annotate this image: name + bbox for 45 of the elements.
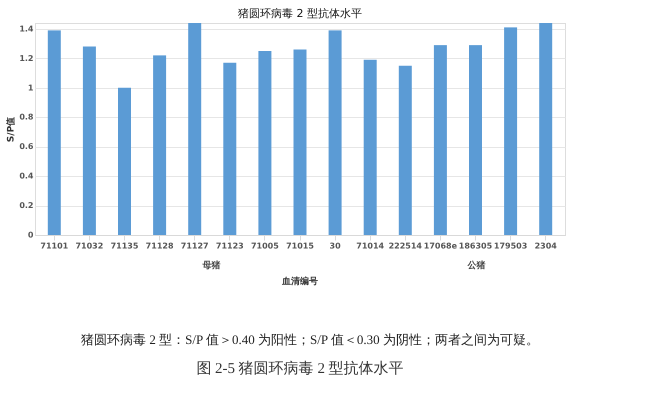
x-tick-label: 179503 bbox=[494, 242, 528, 250]
x-tick-label: 71032 bbox=[75, 242, 104, 250]
y-tick-label: 0.4 bbox=[19, 172, 34, 181]
x-tick-label: 71015 bbox=[286, 242, 314, 250]
x-tick-label: 30 bbox=[330, 242, 342, 250]
x-tick-label: 71014 bbox=[356, 242, 385, 250]
x-tick-label: 71101 bbox=[40, 242, 69, 250]
y-tick-label: 0.2 bbox=[19, 201, 34, 210]
x-tick-label: 71128 bbox=[146, 242, 174, 250]
bar bbox=[294, 50, 306, 235]
y-axis-title: S/P值 bbox=[5, 116, 16, 142]
bar bbox=[539, 23, 552, 235]
bar bbox=[434, 45, 447, 235]
text: 公猪 bbox=[466, 260, 486, 271]
bar bbox=[118, 88, 132, 235]
text: 猪圆环病毒 2 型：S/P 值＞0.40 为阳性；S/P 值＜0.30 为阴性；两者之间为可疑。 bbox=[81, 332, 539, 347]
x-tick-label: 2304 bbox=[534, 242, 558, 250]
bar bbox=[468, 45, 482, 235]
x-tick-label: 71005 bbox=[250, 242, 280, 250]
bar bbox=[364, 60, 377, 235]
text: 母猪 bbox=[202, 260, 221, 271]
x-tick-label: 71123 bbox=[216, 242, 244, 250]
caption: 图 2-5 猪圆环病毒 2 型抗体水平 bbox=[196, 360, 404, 377]
bar bbox=[188, 23, 202, 235]
y-tick-label: 0.6 bbox=[19, 142, 34, 152]
x-tick-label: 17068e bbox=[424, 242, 458, 250]
bar bbox=[398, 66, 412, 235]
x-tick-label: 186305 bbox=[458, 242, 493, 250]
bar bbox=[258, 50, 272, 235]
y-tick-label: 0 bbox=[28, 230, 34, 240]
chart-title: 猪圆环病毒 2 型抗体水平 bbox=[238, 7, 362, 20]
y-tick-label: 1.4 bbox=[19, 24, 34, 34]
y-tick-label: 0.8 bbox=[19, 112, 34, 122]
bar bbox=[504, 27, 518, 235]
bar bbox=[82, 46, 96, 235]
y-tick-label: 1 bbox=[28, 83, 34, 92]
bar bbox=[223, 62, 236, 235]
bar bbox=[153, 55, 166, 235]
bar bbox=[328, 30, 342, 235]
y-tick-label: 1.2 bbox=[19, 54, 34, 63]
x-tick-label: 222514 bbox=[388, 242, 422, 250]
x-tick-label: 71135 bbox=[110, 242, 139, 250]
x-tick-label: 71127 bbox=[180, 242, 209, 250]
x-axis-title: 血清编号 bbox=[281, 276, 318, 287]
bar bbox=[48, 30, 61, 235]
